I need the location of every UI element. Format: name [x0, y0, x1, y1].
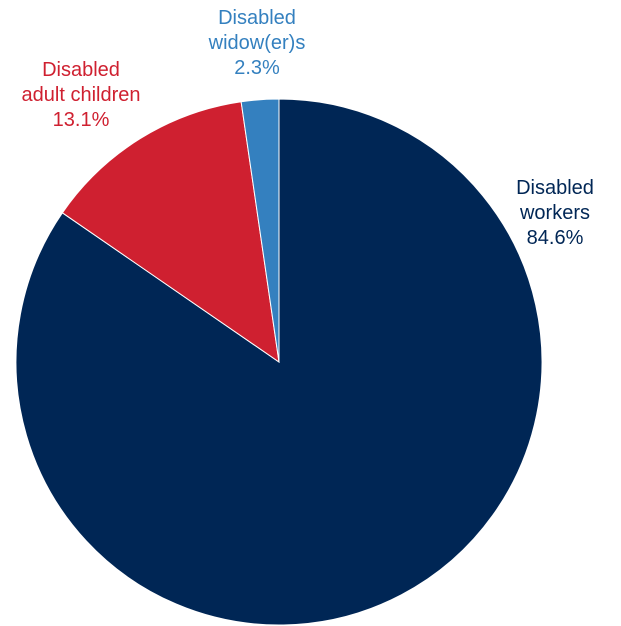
label-disabled-widowers: Disabled widow(er)s 2.3% [192, 6, 322, 81]
label-disabled-widowers-line-2: widow(er)s [208, 32, 306, 54]
label-disabled-widowers-line-1: Disabled [218, 7, 296, 29]
label-disabled-workers-line-2: workers [519, 202, 590, 224]
label-disabled-widowers-value: 2.3% [234, 57, 280, 79]
pie-slice-disabled-adult-children [61, 101, 280, 364]
pie-slice-disabled-workers [15, 98, 543, 626]
label-disabled-workers-line-1: Disabled [516, 177, 594, 199]
pie-slice-disabled-widow-er-s [240, 98, 280, 363]
label-disabled-adult-children-value: 13.1% [52, 109, 110, 131]
label-disabled-adult-children: Disabled adult children 13.1% [6, 58, 156, 133]
label-disabled-workers-value: 84.6% [526, 227, 584, 249]
label-disabled-workers: Disabled workers 84.6% [490, 176, 620, 251]
label-disabled-adult-children-line-2: adult children [21, 84, 141, 106]
label-disabled-adult-children-line-1: Disabled [42, 59, 120, 81]
